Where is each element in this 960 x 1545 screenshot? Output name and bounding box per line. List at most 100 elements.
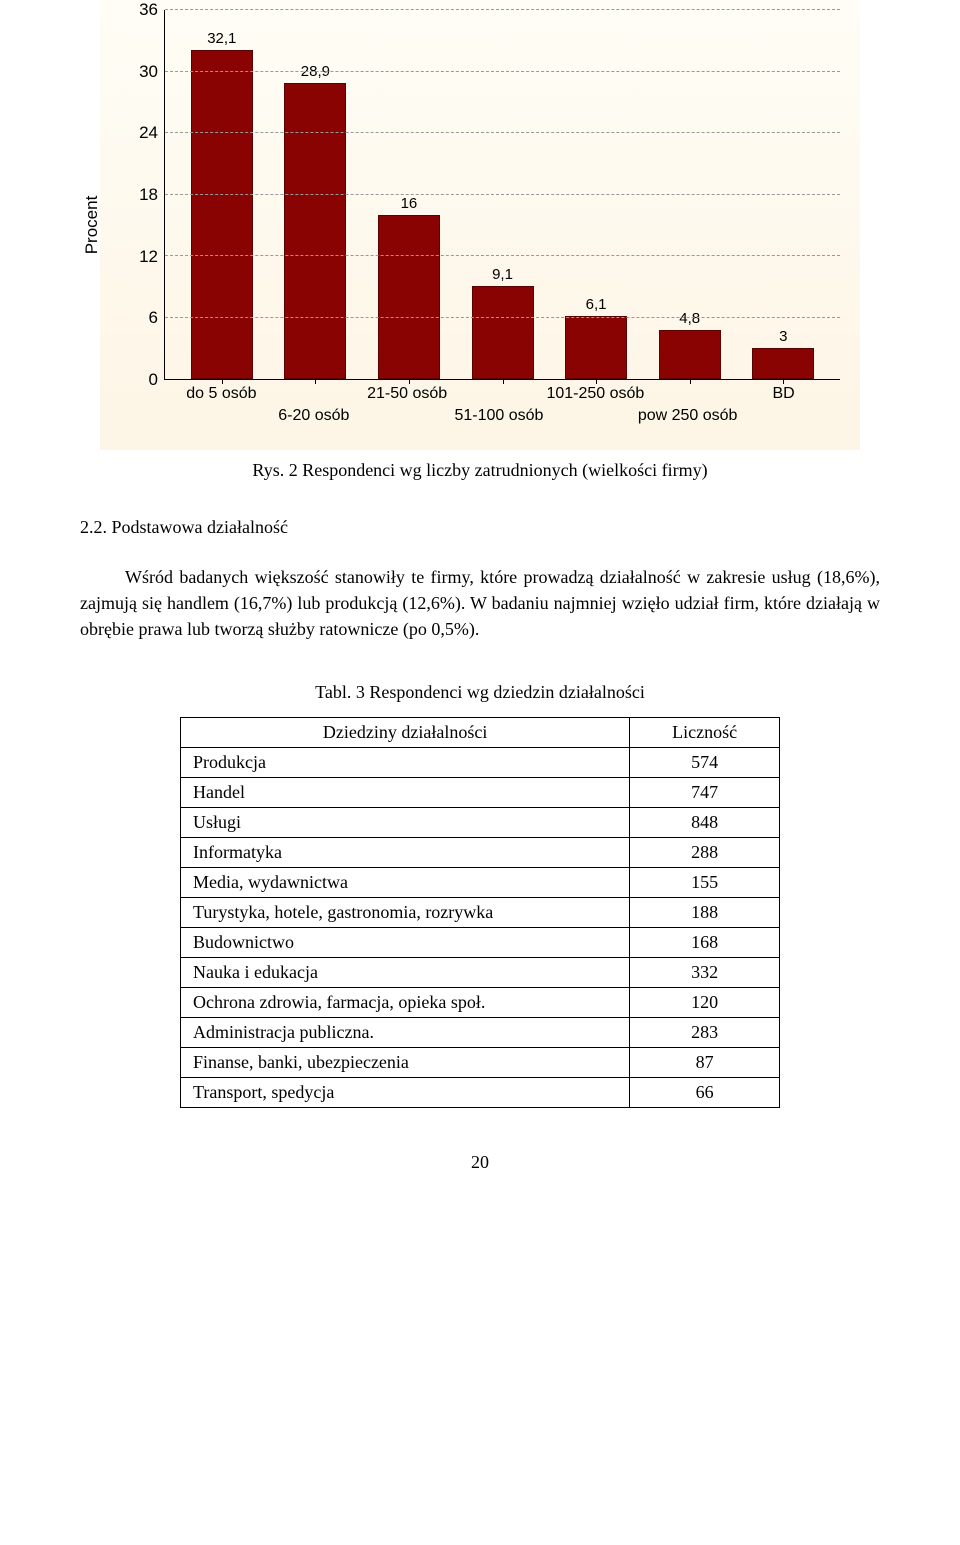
grid-line bbox=[165, 317, 840, 318]
table-cell-name: Handel bbox=[181, 778, 630, 808]
y-tick-label: 18 bbox=[139, 185, 158, 205]
bar-slot: 3 bbox=[736, 10, 830, 379]
y-axis-label: Procent bbox=[82, 196, 102, 255]
page-number: 20 bbox=[80, 1152, 880, 1173]
grid-line bbox=[165, 194, 840, 195]
table-row: Handel747 bbox=[181, 778, 780, 808]
x-tick-label bbox=[175, 407, 268, 425]
x-axis: do 5 osób 21-50 osób 101-250 osób BD 6-20 o… bbox=[165, 379, 840, 449]
page: Procent 061218243036 32,128,9169,16,14,8… bbox=[0, 0, 960, 1213]
chart-plot-area: 32,128,9169,16,14,83 do 5 osób21-50 osób… bbox=[164, 10, 840, 380]
x-tick-label bbox=[644, 385, 737, 403]
table-row: Media, wydawnictwa155 bbox=[181, 868, 780, 898]
table-row: Administracja publiczna.283 bbox=[181, 1018, 780, 1048]
table-cell-name: Nauka i edukacja bbox=[181, 958, 630, 988]
table-row: Turystyka, hotele, gastronomia, rozrywka… bbox=[181, 898, 780, 928]
grid-line bbox=[165, 71, 840, 72]
x-tick-label bbox=[360, 407, 453, 425]
bar-value-label: 16 bbox=[401, 195, 418, 212]
table-row: Produkcja574 bbox=[181, 748, 780, 778]
x-tick-mark bbox=[409, 379, 410, 384]
grid-line bbox=[165, 132, 840, 133]
bar-slot: 4,8 bbox=[643, 10, 737, 379]
x-tick-mark bbox=[596, 379, 597, 384]
x-tick-label bbox=[545, 407, 638, 425]
x-tick-mark bbox=[315, 379, 316, 384]
bar-slot: 16 bbox=[362, 10, 456, 379]
table-cell-name: Ochrona zdrowia, farmacja, opieka społ. bbox=[181, 988, 630, 1018]
bar-value-label: 6,1 bbox=[586, 296, 607, 313]
bar-value-label: 4,8 bbox=[679, 310, 700, 327]
x-tick-label bbox=[737, 407, 830, 425]
table-cell-name: Transport, spedycja bbox=[181, 1078, 630, 1108]
body-paragraph: Wśród badanych większość stanowiły te fi… bbox=[80, 564, 880, 642]
y-axis-label-wrap: Procent bbox=[100, 0, 130, 450]
table-cell-count: 747 bbox=[630, 778, 780, 808]
x-tick-label: 21-50 osób bbox=[361, 385, 454, 403]
x-tick-label: 6-20 osób bbox=[268, 407, 361, 425]
table-cell-count: 332 bbox=[630, 958, 780, 988]
y-axis-ticks: 061218243036 bbox=[130, 0, 164, 450]
bar-slot: 9,1 bbox=[456, 10, 550, 379]
table-row: Nauka i edukacja332 bbox=[181, 958, 780, 988]
activities-table: Dziedziny działalności Liczność Produkcj… bbox=[180, 717, 780, 1108]
bar bbox=[565, 316, 627, 379]
x-tick-label bbox=[268, 385, 361, 403]
table-cell-count: 155 bbox=[630, 868, 780, 898]
x-tick-mark bbox=[222, 379, 223, 384]
y-tick-label: 12 bbox=[139, 247, 158, 267]
bar-value-label: 32,1 bbox=[207, 30, 236, 47]
grid-line bbox=[165, 9, 840, 10]
bar bbox=[191, 50, 253, 379]
x-tick-label bbox=[454, 385, 547, 403]
table-cell-count: 188 bbox=[630, 898, 780, 928]
table-cell-name: Produkcja bbox=[181, 748, 630, 778]
table-cell-count: 574 bbox=[630, 748, 780, 778]
x-tick-label: 51-100 osób bbox=[453, 407, 546, 425]
x-labels-top: do 5 osób 21-50 osób 101-250 osób BD bbox=[165, 385, 840, 403]
table-cell-count: 66 bbox=[630, 1078, 780, 1108]
x-labels-bottom: 6-20 osób 51-100 osób pow 250 osób bbox=[165, 407, 840, 425]
x-tick-mark bbox=[783, 379, 784, 384]
figure-caption: Rys. 2 Respondenci wg liczby zatrudniony… bbox=[80, 460, 880, 481]
table-header-row: Dziedziny działalności Liczność bbox=[181, 718, 780, 748]
table-row: Usługi848 bbox=[181, 808, 780, 838]
table-row: Budownictwo168 bbox=[181, 928, 780, 958]
x-tick-label: pow 250 osób bbox=[638, 407, 738, 425]
y-tick-label: 0 bbox=[149, 370, 158, 390]
y-tick-label: 6 bbox=[149, 308, 158, 328]
table-cell-count: 848 bbox=[630, 808, 780, 838]
chart-bars: 32,1 28,9 16 9,1 6,1 4,8 3 bbox=[165, 10, 840, 379]
bar-slot: 28,9 bbox=[269, 10, 363, 379]
x-tick-label: BD bbox=[737, 385, 830, 403]
y-tick-label: 30 bbox=[139, 62, 158, 82]
table-caption: Tabl. 3 Respondenci wg dziedzin działaln… bbox=[80, 682, 880, 703]
table-cell-count: 283 bbox=[630, 1018, 780, 1048]
table-cell-count: 120 bbox=[630, 988, 780, 1018]
y-tick-label: 36 bbox=[139, 0, 158, 20]
x-tick-label: do 5 osób bbox=[175, 385, 268, 403]
table-cell-count: 168 bbox=[630, 928, 780, 958]
bar-slot: 6,1 bbox=[549, 10, 643, 379]
table-col-header: Liczność bbox=[630, 718, 780, 748]
bar bbox=[284, 83, 346, 379]
bar bbox=[378, 215, 440, 379]
table-cell-count: 288 bbox=[630, 838, 780, 868]
table-cell-name: Usługi bbox=[181, 808, 630, 838]
bar-value-label: 3 bbox=[779, 328, 787, 345]
x-tick-mark bbox=[690, 379, 691, 384]
table-cell-name: Finanse, banki, ubezpieczenia bbox=[181, 1048, 630, 1078]
table-row: Ochrona zdrowia, farmacja, opieka społ.1… bbox=[181, 988, 780, 1018]
bar bbox=[752, 348, 814, 379]
respondents-chart: Procent 061218243036 32,128,9169,16,14,8… bbox=[100, 0, 860, 450]
bar bbox=[659, 330, 721, 379]
x-tick-label: 101-250 osób bbox=[546, 385, 644, 403]
table-cell-count: 87 bbox=[630, 1048, 780, 1078]
table-cell-name: Budownictwo bbox=[181, 928, 630, 958]
table-row: Finanse, banki, ubezpieczenia87 bbox=[181, 1048, 780, 1078]
table-row: Informatyka288 bbox=[181, 838, 780, 868]
bar-slot: 32,1 bbox=[175, 10, 269, 379]
table-cell-name: Turystyka, hotele, gastronomia, rozrywka bbox=[181, 898, 630, 928]
section-heading: 2.2. Podstawowa działalność bbox=[80, 517, 880, 538]
table-cell-name: Informatyka bbox=[181, 838, 630, 868]
